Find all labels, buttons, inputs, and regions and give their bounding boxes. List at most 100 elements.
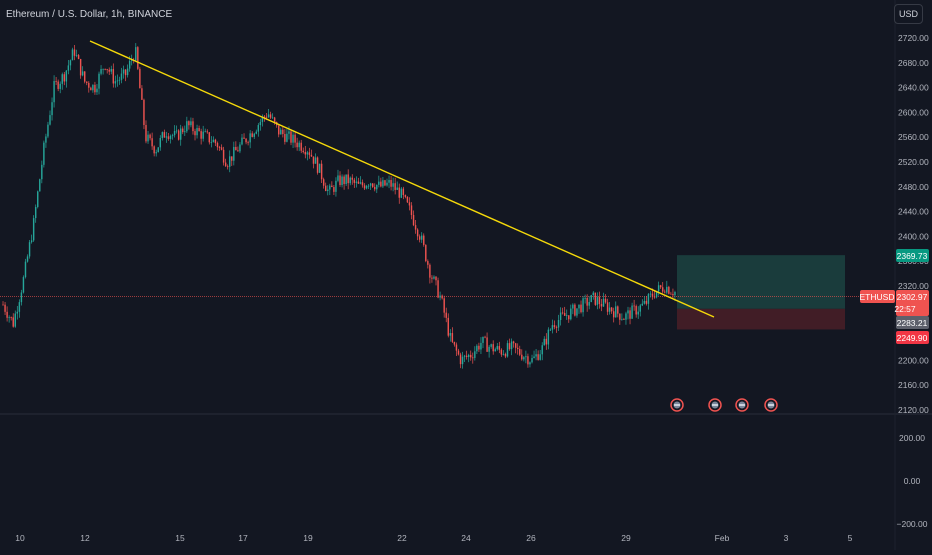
- candle[interactable]: [478, 342, 480, 353]
- candle[interactable]: [582, 295, 584, 317]
- event-marker-icon[interactable]: [670, 398, 684, 412]
- candle[interactable]: [629, 307, 631, 325]
- candle[interactable]: [572, 303, 574, 315]
- candle[interactable]: [151, 132, 153, 150]
- candle[interactable]: [186, 116, 188, 133]
- candle[interactable]: [423, 233, 425, 247]
- candle[interactable]: [2, 301, 4, 306]
- candle[interactable]: [672, 288, 674, 299]
- candle[interactable]: [566, 309, 568, 320]
- candle[interactable]: [506, 340, 509, 358]
- candle[interactable]: [294, 132, 296, 148]
- candle[interactable]: [519, 345, 521, 357]
- candle[interactable]: [580, 300, 582, 314]
- symbol-title[interactable]: Ethereum / U.S. Dollar, 1h, BINANCE: [6, 9, 173, 20]
- candle[interactable]: [59, 81, 61, 94]
- candle[interactable]: [77, 54, 80, 60]
- candle[interactable]: [625, 311, 627, 325]
- candle[interactable]: [267, 109, 270, 118]
- candle[interactable]: [282, 126, 284, 138]
- candle[interactable]: [104, 68, 106, 71]
- candle[interactable]: [433, 275, 435, 280]
- candle[interactable]: [627, 306, 629, 320]
- candle[interactable]: [137, 46, 139, 71]
- candle[interactable]: [312, 156, 315, 169]
- candle[interactable]: [633, 299, 635, 311]
- candle[interactable]: [331, 181, 333, 188]
- candle[interactable]: [114, 75, 117, 88]
- candle[interactable]: [94, 81, 96, 95]
- candle[interactable]: [514, 342, 517, 354]
- time-axis[interactable]: 10 12 15 17 19 22 24 26 29 Feb 3 5: [15, 533, 852, 543]
- candle[interactable]: [147, 130, 149, 144]
- candle[interactable]: [280, 127, 282, 135]
- candle[interactable]: [224, 158, 227, 167]
- candle[interactable]: [635, 304, 637, 318]
- candle[interactable]: [141, 85, 143, 101]
- candle[interactable]: [645, 296, 648, 306]
- candle[interactable]: [588, 296, 590, 310]
- candle[interactable]: [647, 292, 650, 310]
- candle[interactable]: [376, 184, 378, 194]
- candle[interactable]: [496, 342, 499, 351]
- indicator-axis[interactable]: 200.00 0.00 −200.00: [897, 433, 928, 529]
- candle[interactable]: [586, 294, 588, 312]
- candle[interactable]: [353, 177, 356, 188]
- candle[interactable]: [249, 130, 251, 149]
- candle[interactable]: [561, 307, 564, 315]
- candle[interactable]: [482, 336, 484, 349]
- candle[interactable]: [302, 147, 304, 154]
- candle[interactable]: [408, 197, 411, 211]
- candle[interactable]: [327, 185, 329, 196]
- candle[interactable]: [96, 83, 98, 96]
- candle[interactable]: [241, 133, 243, 146]
- candle[interactable]: [167, 133, 170, 141]
- candle[interactable]: [210, 136, 213, 148]
- candle[interactable]: [639, 303, 641, 317]
- candle[interactable]: [22, 275, 25, 294]
- candle[interactable]: [535, 349, 537, 361]
- candle[interactable]: [525, 350, 527, 364]
- candle[interactable]: [600, 299, 603, 312]
- candle[interactable]: [261, 114, 264, 127]
- candle[interactable]: [218, 145, 221, 152]
- candle[interactable]: [235, 141, 237, 151]
- candle[interactable]: [463, 354, 466, 363]
- candle[interactable]: [414, 220, 417, 234]
- candle[interactable]: [271, 113, 274, 119]
- candle[interactable]: [570, 304, 572, 321]
- candle[interactable]: [155, 149, 157, 157]
- candle[interactable]: [251, 131, 253, 138]
- candle[interactable]: [233, 141, 235, 166]
- candle[interactable]: [316, 156, 319, 175]
- candle[interactable]: [32, 215, 35, 242]
- candle[interactable]: [75, 49, 78, 58]
- candle[interactable]: [380, 177, 382, 188]
- candle[interactable]: [378, 175, 380, 188]
- candle[interactable]: [188, 120, 190, 130]
- candle[interactable]: [615, 301, 617, 318]
- candle[interactable]: [41, 160, 43, 184]
- candle[interactable]: [455, 342, 458, 357]
- candle[interactable]: [453, 341, 456, 347]
- candle[interactable]: [555, 325, 558, 333]
- candle[interactable]: [396, 181, 398, 190]
- event-marker-icon[interactable]: [708, 398, 722, 412]
- candle[interactable]: [65, 70, 68, 88]
- candle[interactable]: [427, 259, 429, 269]
- candle[interactable]: [329, 183, 331, 196]
- candle[interactable]: [110, 65, 112, 75]
- candle[interactable]: [304, 145, 307, 159]
- candle[interactable]: [363, 183, 366, 190]
- candle[interactable]: [269, 111, 272, 120]
- candle[interactable]: [410, 202, 413, 220]
- candle[interactable]: [594, 292, 597, 306]
- candle[interactable]: [467, 353, 470, 363]
- candle[interactable]: [476, 344, 478, 355]
- candle[interactable]: [157, 147, 159, 153]
- candle[interactable]: [447, 313, 449, 338]
- candle[interactable]: [619, 313, 621, 325]
- candle[interactable]: [563, 306, 566, 316]
- candle[interactable]: [69, 59, 72, 71]
- candle[interactable]: [24, 258, 27, 279]
